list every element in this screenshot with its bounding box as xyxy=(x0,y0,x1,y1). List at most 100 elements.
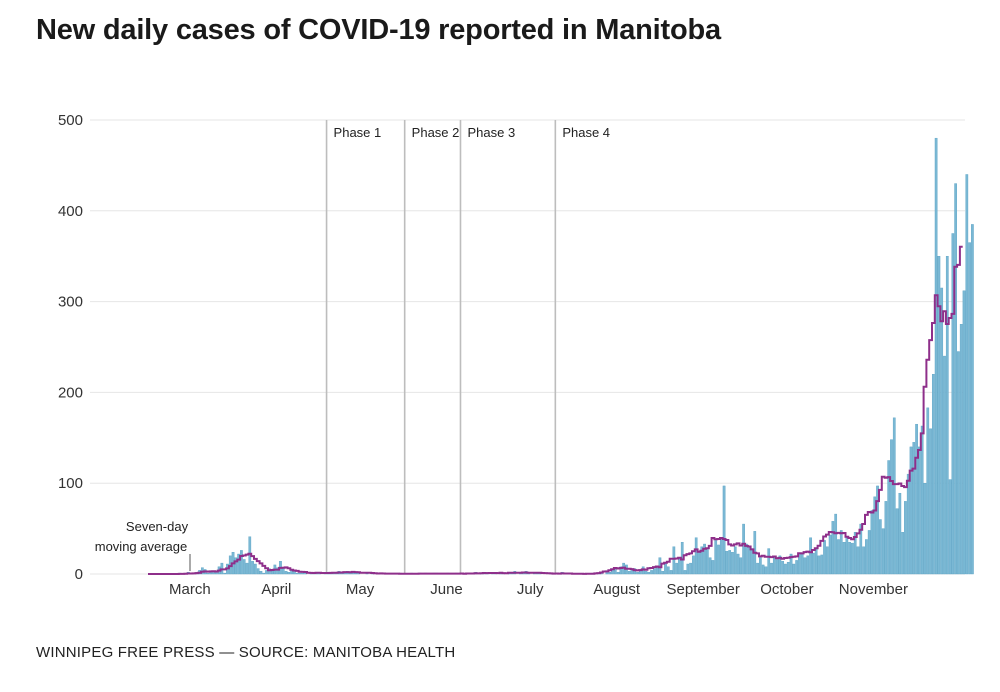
bar xyxy=(630,570,634,575)
bar xyxy=(666,566,670,575)
bar xyxy=(940,287,944,575)
bar xyxy=(256,568,260,575)
bar xyxy=(206,572,210,575)
bar xyxy=(759,557,762,575)
bar xyxy=(809,537,812,575)
bar xyxy=(636,571,639,575)
bar xyxy=(834,513,838,575)
bar xyxy=(254,563,257,575)
x-tick-label: April xyxy=(261,581,291,598)
bar xyxy=(719,537,723,575)
bar xyxy=(878,519,882,575)
bar xyxy=(931,374,935,575)
bar xyxy=(245,562,249,575)
bar xyxy=(348,572,352,575)
bar xyxy=(689,562,692,575)
bar xyxy=(906,473,910,575)
bar xyxy=(756,562,759,575)
bar xyxy=(859,523,863,575)
phase-markers: Phase 1 Phase 2 Phase 3 Phase 4 xyxy=(325,120,610,574)
bar xyxy=(237,553,240,575)
bar xyxy=(784,563,787,575)
bar xyxy=(761,564,765,575)
bar xyxy=(884,501,888,575)
bar xyxy=(945,256,949,575)
bar xyxy=(650,570,653,575)
bar xyxy=(655,567,659,575)
bar xyxy=(728,550,732,575)
bar xyxy=(965,174,969,575)
bar xyxy=(876,485,879,575)
phase-label: Phase 3 xyxy=(467,125,515,140)
bar xyxy=(714,540,718,575)
x-tick-label: November xyxy=(839,581,908,598)
bar xyxy=(706,549,709,575)
bar xyxy=(915,423,918,575)
bar xyxy=(904,501,907,575)
bar xyxy=(806,555,810,575)
bar xyxy=(739,557,743,575)
bar xyxy=(962,290,966,575)
bar xyxy=(717,544,720,575)
bar xyxy=(251,561,254,575)
bar xyxy=(747,546,751,575)
bar xyxy=(848,542,851,575)
y-tick-label: 500 xyxy=(58,112,83,129)
bar xyxy=(675,562,679,575)
bar xyxy=(831,521,835,575)
bar xyxy=(775,559,779,575)
annotation-line1: Seven-day xyxy=(126,519,189,534)
bar xyxy=(697,551,701,575)
phase-label: Phase 4 xyxy=(562,125,610,140)
bar xyxy=(627,571,631,575)
bar xyxy=(825,546,829,575)
y-tick-label: 300 xyxy=(58,294,83,311)
bar xyxy=(287,571,291,575)
bar xyxy=(262,572,266,575)
bar xyxy=(703,543,706,575)
x-tick-label: June xyxy=(430,581,463,598)
bar xyxy=(909,446,913,575)
bar xyxy=(912,442,916,575)
bar xyxy=(895,508,899,575)
bar xyxy=(669,570,673,575)
bar xyxy=(736,553,740,575)
bar xyxy=(867,530,871,575)
bar xyxy=(652,568,656,575)
bar xyxy=(664,562,667,575)
bars xyxy=(178,137,974,575)
bar xyxy=(284,571,288,575)
x-tick-label: October xyxy=(760,581,813,598)
bar xyxy=(259,571,263,575)
bar xyxy=(845,537,849,575)
bar xyxy=(619,566,623,575)
bar xyxy=(647,571,651,575)
bar xyxy=(814,548,818,575)
bar xyxy=(856,546,860,575)
y-tick-label: 100 xyxy=(58,475,83,492)
phase-label: Phase 2 xyxy=(412,125,460,140)
bar xyxy=(870,510,874,575)
bar xyxy=(865,539,868,575)
bar xyxy=(923,483,927,575)
bar xyxy=(786,561,790,575)
bar xyxy=(951,233,955,575)
grid-lines xyxy=(90,119,965,575)
bar xyxy=(959,324,963,575)
bar xyxy=(354,572,358,575)
chart-title: New daily cases of COVID-19 reported in … xyxy=(36,14,721,46)
bar xyxy=(683,570,687,575)
bar xyxy=(820,554,824,575)
bar xyxy=(770,562,773,575)
bar xyxy=(672,546,676,575)
bar xyxy=(223,572,227,575)
bar xyxy=(778,555,782,575)
bar xyxy=(767,548,771,575)
bar xyxy=(918,446,921,575)
bar xyxy=(812,552,815,575)
bar xyxy=(892,417,896,575)
bar xyxy=(823,540,826,575)
bar xyxy=(661,571,665,575)
bar xyxy=(708,557,712,575)
